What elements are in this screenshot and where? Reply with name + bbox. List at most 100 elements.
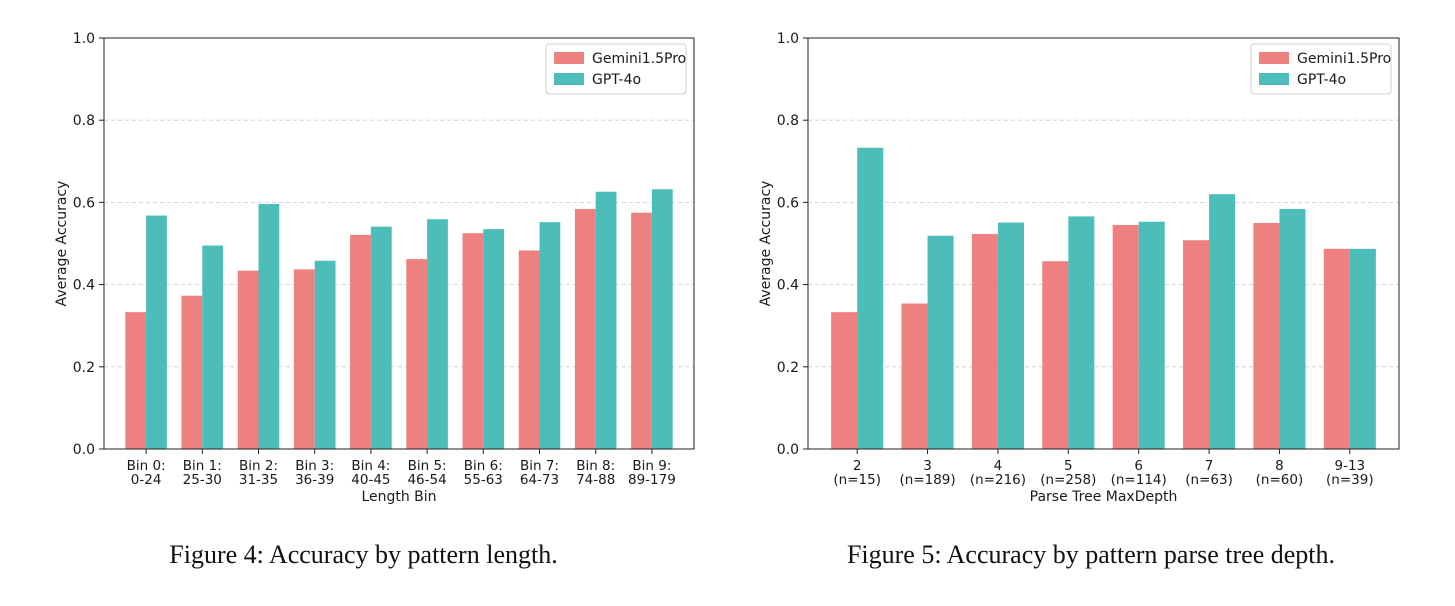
bar-gemini: [1042, 261, 1069, 449]
x-tick-sublabel: 0-24: [131, 472, 162, 488]
legend-swatch: [554, 73, 584, 85]
x-tick-sublabel: 55-63: [464, 472, 503, 488]
y-axis-label: Average Accuracy: [758, 181, 774, 307]
x-axis-label: Parse Tree MaxDepth: [1030, 489, 1178, 505]
bar-gemini: [518, 250, 540, 449]
x-tick-sublabel: (n=63): [1185, 472, 1233, 488]
bar-gpt4o: [370, 226, 392, 449]
x-tick-sublabel: 31-35: [239, 472, 278, 488]
y-tick-label: 0.6: [777, 195, 799, 211]
x-tick-sublabel: (n=39): [1326, 472, 1374, 488]
figure-4: 0.0 0.2 0.4 0.6 0.8 1.0 Bin 0: 0-24 Bin 1: 25-30 B…: [0, 0, 727, 606]
bar-gpt4o: [651, 189, 673, 450]
bar-gpt4o: [539, 222, 561, 449]
chart-parse-tree-depth: 0.0 0.2 0.4 0.6 0.8 1.0 2(n=15) 3(n=189) 4(n=216…: [758, 31, 1400, 505]
x-tick-sublabel: (n=189): [899, 472, 955, 488]
x-tick-label: 8: [1275, 458, 1284, 474]
x-tick-label: 3: [923, 458, 932, 474]
x-tick-label: Bin 7:: [520, 458, 559, 474]
x-axis-label: Length Bin: [361, 489, 436, 505]
bar-gemini: [574, 208, 596, 449]
bar-gpt4o: [1138, 221, 1165, 449]
bar-gpt4o: [146, 215, 167, 449]
x-tick-sublabel: (n=60): [1256, 472, 1304, 488]
legend-label: GPT-4o: [1297, 72, 1346, 88]
x-tick-sublabel: 25-30: [183, 472, 222, 488]
bar-gemini: [1253, 222, 1280, 449]
x-tick-label: Bin 1:: [183, 458, 222, 474]
bar-gpt4o: [258, 204, 280, 449]
bar-gemini: [293, 269, 315, 449]
y-tick-label: 0.2: [777, 360, 799, 376]
bar-gpt4o: [1068, 216, 1095, 449]
y-tick-label: 0.0: [777, 442, 799, 458]
axes-frame: [807, 37, 1400, 450]
x-tick-label: 4: [994, 458, 1003, 474]
x-tick-label: Bin 5:: [408, 458, 447, 474]
legend-label: GPT-4o: [592, 72, 641, 88]
x-tick-label: Bin 3:: [295, 458, 334, 474]
bar-gpt4o: [1349, 248, 1376, 449]
bar-gemini: [1112, 225, 1139, 449]
x-tick-label: 2: [853, 458, 862, 474]
x-tick-label: Bin 0:: [127, 458, 166, 474]
x-tick-label: 9-13: [1334, 458, 1365, 474]
x-tick-label: Bin 6:: [464, 458, 503, 474]
y-tick-label: 0.4: [777, 278, 799, 294]
bar-gpt4o: [483, 229, 505, 449]
legend-swatch: [1259, 52, 1289, 64]
bar-gemini: [181, 295, 203, 449]
bar-gpt4o: [595, 191, 617, 450]
axes-frame: [103, 37, 695, 450]
legend-swatch: [1259, 73, 1289, 85]
y-axis-label: Average Accuracy: [54, 181, 70, 307]
x-tick-sublabel: (n=216): [970, 472, 1026, 488]
bar-gemini: [631, 212, 652, 449]
bar-gpt4o: [314, 260, 336, 449]
bar-gemini: [1183, 240, 1210, 449]
x-tick-sublabel: (n=258): [1040, 472, 1096, 488]
y-tick-label: 0.4: [73, 278, 95, 294]
x-tick-label: 6: [1134, 458, 1143, 474]
x-tick-sublabel: (n=15): [833, 472, 881, 488]
bar-gpt4o: [1209, 194, 1236, 449]
y-tick-label: 0.8: [73, 113, 95, 129]
x-tick-label: Bin 8:: [576, 458, 615, 474]
x-tick-sublabel: 89-179: [628, 472, 676, 488]
bar-gpt4o: [202, 245, 224, 449]
x-tick-sublabel: 36-39: [295, 472, 334, 488]
y-tick-label: 0.2: [73, 360, 95, 376]
y-tick-label: 1.0: [73, 31, 95, 47]
x-tick-sublabel: 46-54: [407, 472, 446, 488]
legend-swatch: [554, 52, 584, 64]
y-tick-label: 0.6: [73, 195, 95, 211]
bar-gemini: [462, 233, 484, 449]
x-tick-label: 7: [1205, 458, 1214, 474]
x-tick-label: Bin 2:: [239, 458, 278, 474]
x-tick-sublabel: 40-45: [351, 472, 390, 488]
chart-length-bin: 0.0 0.2 0.4 0.6 0.8 1.0 Bin 0:0-24 Bin 1:25-30 B…: [54, 31, 695, 505]
x-tick-sublabel: 64-73: [520, 472, 559, 488]
bar-gpt4o: [1279, 208, 1306, 449]
bar-gemini: [237, 270, 259, 449]
bar-gemini: [971, 234, 998, 449]
x-tick-label: Bin 9:: [632, 458, 671, 474]
y-tick-label: 0.0: [73, 442, 95, 458]
bar-gemini: [1323, 248, 1350, 449]
bar-gemini: [901, 303, 928, 449]
bar-gpt4o: [857, 147, 884, 449]
y-tick-label: 1.0: [777, 31, 799, 47]
bar-gemini: [125, 312, 147, 449]
legend-label: Gemini1.5Pro: [1297, 51, 1391, 67]
x-tick-sublabel: (n=114): [1111, 472, 1167, 488]
bar-gpt4o: [927, 235, 954, 449]
x-tick-label: Bin 4:: [351, 458, 390, 474]
legend-label: Gemini1.5Pro: [592, 51, 686, 67]
figure-5-caption: Figure 5: Accuracy by pattern parse tree…: [846, 540, 1336, 569]
figure-4-caption: Figure 4: Accuracy by pattern length.: [169, 540, 558, 569]
bar-gpt4o: [427, 219, 448, 449]
x-tick-label: 5: [1064, 458, 1073, 474]
bar-gpt4o: [997, 222, 1024, 449]
y-tick-label: 0.8: [777, 113, 799, 129]
bar-gemini: [831, 312, 858, 449]
